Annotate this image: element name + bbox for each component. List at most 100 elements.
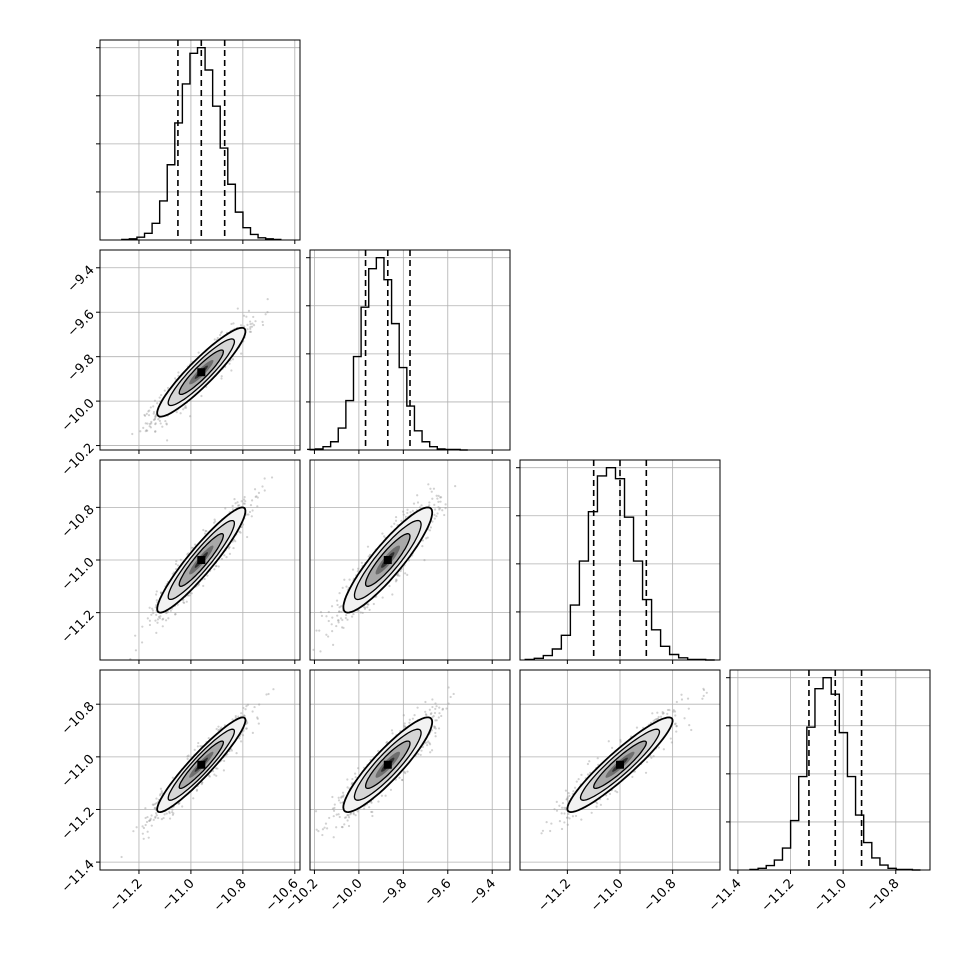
scatter-point	[340, 611, 342, 613]
scatter-point	[234, 502, 236, 504]
scatter-point	[431, 706, 433, 708]
scatter-point	[336, 615, 338, 617]
scatter-point	[253, 324, 255, 326]
scatter-point	[146, 423, 148, 425]
panel-content	[100, 460, 300, 660]
scatter-point	[267, 298, 269, 300]
density-panel-3-0	[100, 670, 300, 870]
scatter-point	[440, 496, 442, 498]
scatter-point	[391, 593, 393, 595]
scatter-point	[148, 837, 150, 839]
scatter-point	[264, 489, 266, 491]
scatter-point	[360, 611, 362, 613]
scatter-point	[134, 635, 136, 637]
scatter-point	[184, 405, 186, 407]
scatter-point	[249, 323, 251, 325]
scatter-point	[188, 594, 190, 596]
scatter-point	[357, 570, 359, 572]
hist-panel-2	[516, 460, 720, 660]
scatter-point	[343, 579, 345, 581]
scatter-point	[244, 500, 246, 502]
scatter-point	[235, 752, 237, 754]
scatter-point	[187, 758, 189, 760]
scatter-point	[141, 825, 143, 827]
scatter-point	[164, 389, 166, 391]
scatter-point	[169, 817, 171, 819]
scatter-point	[240, 353, 242, 355]
scatter-point	[204, 578, 206, 580]
scatter-point	[167, 611, 169, 613]
scatter-point	[170, 610, 172, 612]
scatter-point	[154, 416, 156, 418]
scatter-point	[174, 377, 176, 379]
scatter-point	[139, 430, 141, 432]
scatter-point	[325, 634, 327, 636]
scatter-point	[338, 621, 340, 623]
scatter-point	[234, 540, 236, 542]
scatter-point	[429, 529, 431, 531]
density-peak	[384, 556, 392, 564]
scatter-point	[425, 537, 427, 539]
scatter-point	[369, 609, 371, 611]
scatter-point	[266, 311, 268, 313]
scatter-point	[159, 420, 161, 422]
scatter-point	[252, 316, 254, 318]
scatter-point	[156, 402, 158, 404]
scatter-point	[246, 328, 248, 330]
scatter-point	[377, 800, 379, 802]
scatter-point	[176, 411, 178, 413]
scatter-point	[141, 641, 143, 643]
scatter-point	[180, 412, 182, 414]
scatter-point	[232, 322, 234, 324]
scatter-point	[398, 575, 400, 577]
scatter-point	[217, 726, 219, 728]
scatter-point	[395, 520, 397, 522]
scatter-point	[437, 501, 439, 503]
scatter-point	[424, 701, 426, 703]
scatter-point	[166, 812, 168, 814]
scatter-point	[351, 778, 353, 780]
scatter-point	[341, 619, 343, 621]
scatter-point	[332, 644, 334, 646]
density-peak	[197, 761, 205, 769]
scatter-point	[146, 413, 148, 415]
scatter-point	[152, 612, 154, 614]
scatter-point	[383, 535, 385, 537]
scatter-point	[253, 706, 255, 708]
scatter-point	[250, 331, 252, 333]
scatter-point	[167, 617, 169, 619]
scatter-point	[148, 820, 150, 822]
scatter-point	[362, 612, 364, 614]
scatter-point	[402, 511, 404, 513]
scatter-point	[192, 797, 194, 799]
scatter-point	[175, 563, 177, 565]
scatter-point	[445, 503, 447, 505]
scatter-point	[420, 504, 422, 506]
scatter-point	[154, 423, 156, 425]
scatter-point	[246, 536, 248, 538]
scatter-point	[390, 525, 392, 527]
scatter-point	[428, 504, 430, 506]
scatter-point	[159, 793, 161, 795]
scatter-point	[331, 630, 333, 632]
scatter-point	[147, 617, 149, 619]
scatter-point	[149, 620, 151, 622]
scatter-point	[441, 509, 443, 511]
scatter-point	[244, 708, 246, 710]
scatter-point	[271, 476, 273, 478]
scatter-point	[232, 505, 234, 507]
scatter-point	[357, 568, 359, 570]
scatter-point	[434, 712, 436, 714]
scatter-point	[343, 823, 345, 825]
scatter-point	[367, 546, 369, 548]
scatter-point	[194, 749, 196, 751]
scatter-point	[373, 603, 375, 605]
scatter-point	[152, 405, 154, 407]
scatter-point	[413, 503, 415, 505]
scatter-point	[244, 496, 246, 498]
scatter-point	[261, 321, 263, 323]
scatter-point	[162, 618, 164, 620]
scatter-point	[256, 505, 258, 507]
scatter-point	[428, 501, 430, 503]
scatter-point	[146, 821, 148, 823]
